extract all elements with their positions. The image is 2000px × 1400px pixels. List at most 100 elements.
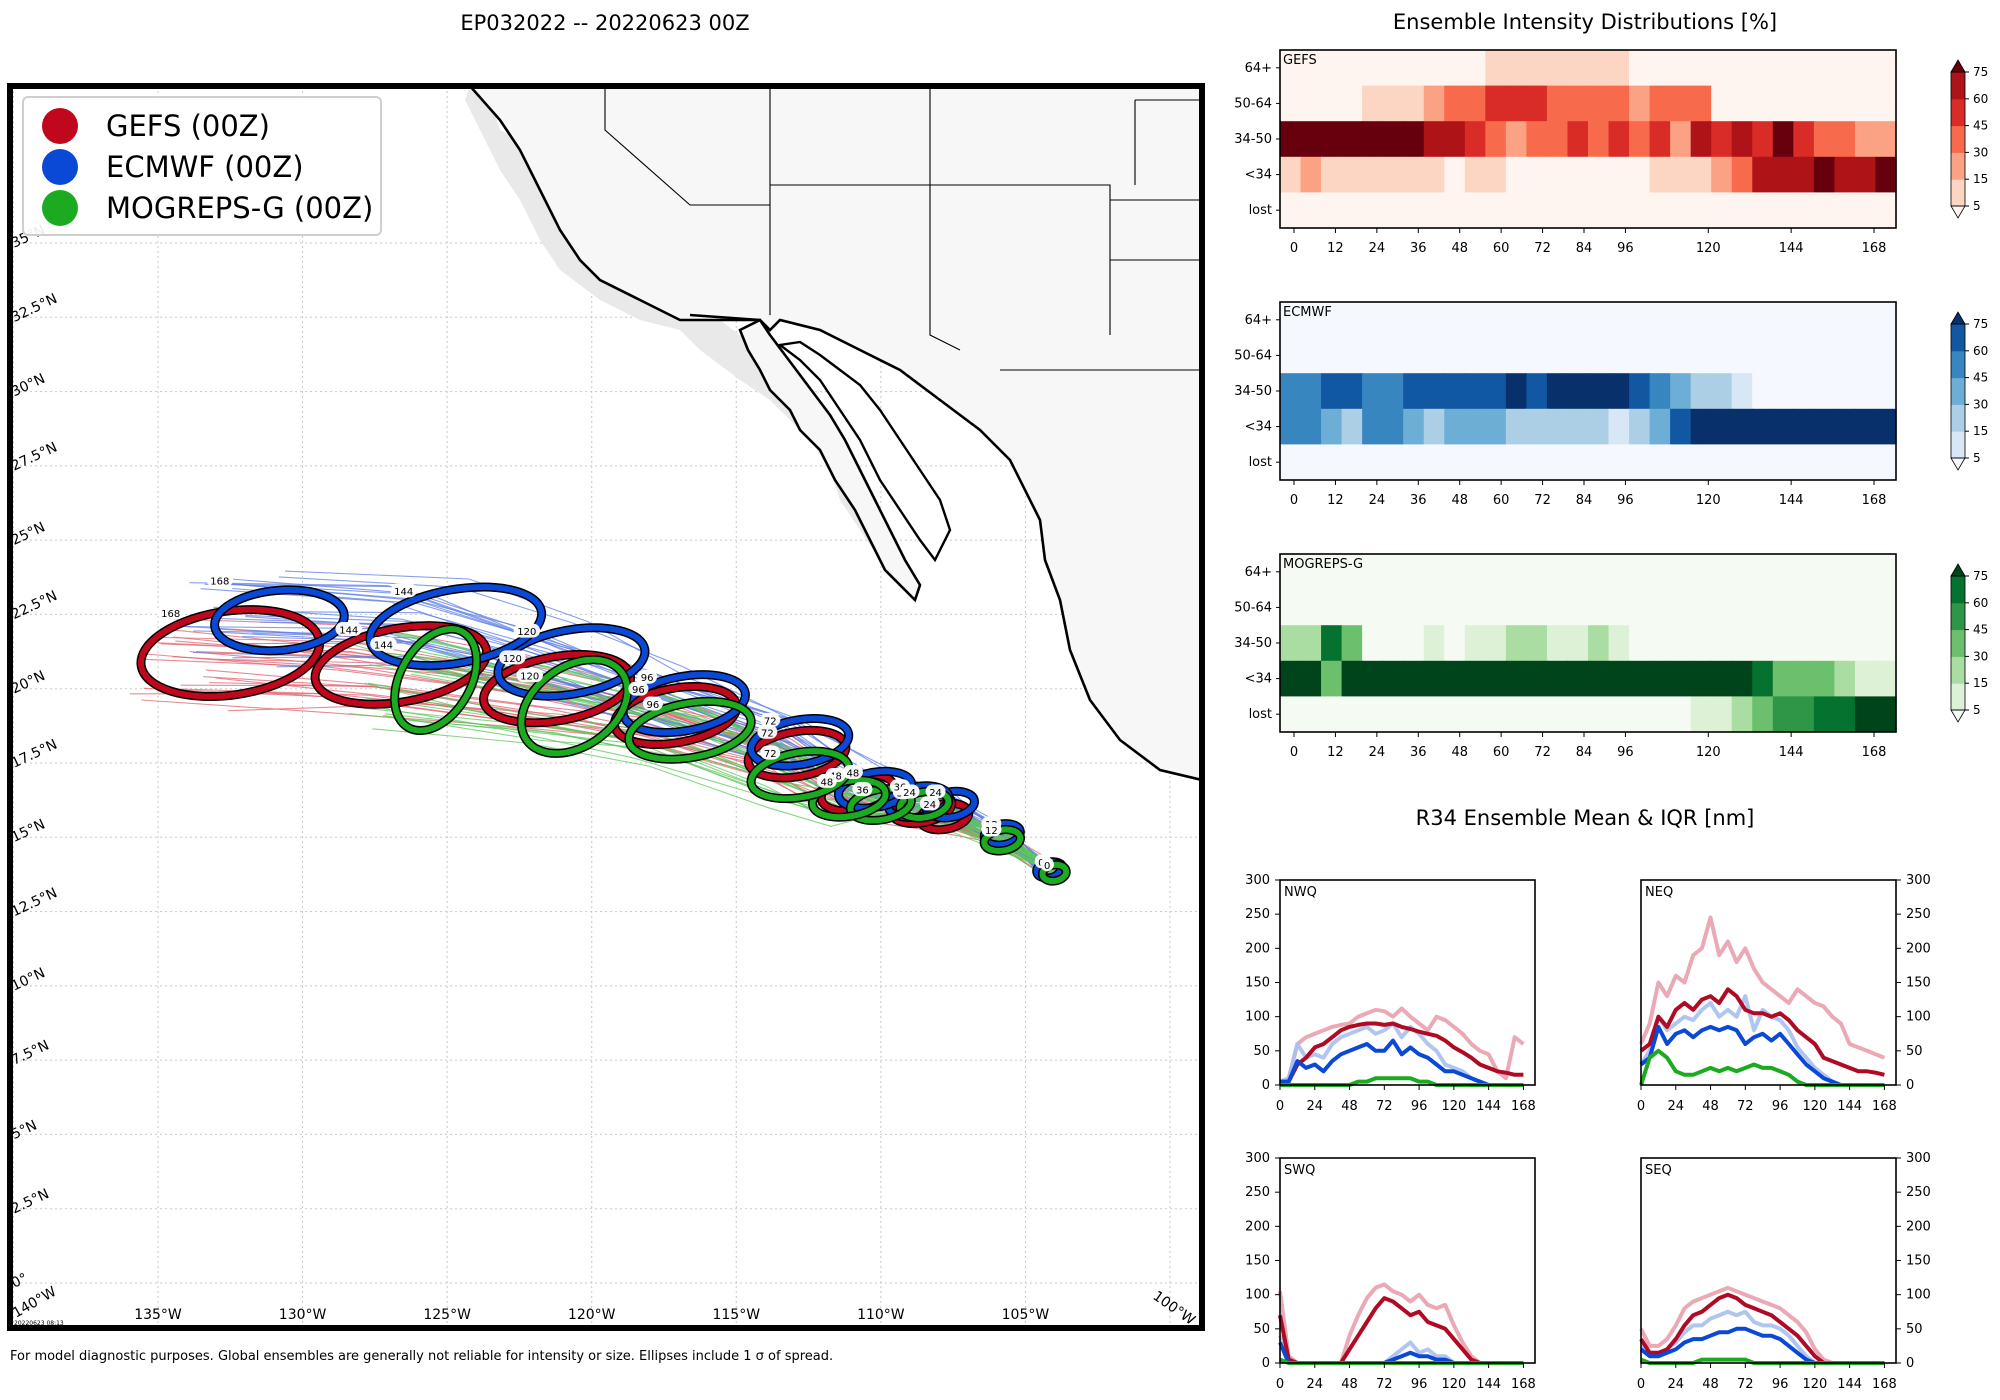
heatmap-cell <box>1341 373 1363 410</box>
heatmap-cell <box>1629 373 1651 410</box>
hour-label-bg <box>760 745 781 760</box>
gefs-marker-icon <box>42 108 78 144</box>
heatmap-cell <box>1711 408 1733 445</box>
intensity-heatmaps: 64+ 50-64 34-50 <34 lost GEFS 0 12 24 36 48 60 72 84 9… <box>1234 49 1988 760</box>
heatmap-cell <box>1834 121 1856 158</box>
r34-frame <box>1279 1157 1536 1364</box>
r34-title: R34 Ensemble Mean & IQR [nm] <box>1416 806 1755 830</box>
r34-line <box>1639 987 1885 1077</box>
r34-xtick-label: 96 <box>1411 1377 1428 1392</box>
heatmap-cell <box>1362 85 1384 122</box>
heatmap-cell <box>1690 660 1712 697</box>
heatmap-cell <box>1854 373 1877 410</box>
heatmap-cell <box>1854 50 1877 86</box>
heatmap-cell <box>1546 121 1569 158</box>
ellipse-ecmwf <box>211 586 348 654</box>
heatmap-cell <box>1834 50 1856 86</box>
heatmap-cell <box>1629 302 1651 338</box>
heatmap-cell <box>1280 625 1302 662</box>
heatmap-gefs: 64+ 50-64 34-50 <34 lost GEFS 0 12 24 36 48 60 72 84 9… <box>1234 49 1988 256</box>
r34-ytick-label: 0 <box>1262 1078 1270 1093</box>
legend-label: MOGREPS-G (00Z) <box>106 191 374 225</box>
heatmap-cell <box>1300 625 1322 662</box>
hour-label-bg <box>499 650 526 665</box>
r34-ytick-label: 50 <box>1253 1322 1270 1337</box>
heatmap-cell <box>1629 554 1651 590</box>
heatmap-cell <box>1670 408 1692 445</box>
heatmap-cell <box>1690 302 1712 338</box>
heatmap-cell <box>1793 50 1815 86</box>
heatmap-cell <box>1526 554 1548 590</box>
colorbar-tick-label: 30 <box>1973 397 1988 411</box>
heatmap-cell <box>1423 373 1445 410</box>
r34-ytick-label: 100 <box>1906 1010 1931 1025</box>
heatmap-cell <box>1711 589 1733 626</box>
heatmap-cell <box>1300 444 1322 481</box>
heatmap-cell <box>1485 625 1507 662</box>
r34-xtick-label: 168 <box>1872 1099 1897 1114</box>
heatmap-cell <box>1341 156 1363 193</box>
r34-xtick-label: 120 <box>1802 1377 1827 1392</box>
r34-ytick-label: 300 <box>1245 873 1270 888</box>
heatmap-cell <box>1854 337 1877 374</box>
heatmap-cell <box>1875 408 1897 445</box>
heatmap-cell <box>1280 337 1302 374</box>
heatmap-cell <box>1341 408 1363 445</box>
heatmap-cell <box>1546 408 1569 445</box>
heatmap-xtick-label: 120 <box>1696 493 1721 508</box>
colorbar-extend-max <box>1950 563 1966 577</box>
r34-xtick-label: 120 <box>1802 1099 1827 1114</box>
hour-label-bg <box>513 623 541 638</box>
heatmap-cell <box>1403 121 1425 158</box>
mogreps-marker-icon <box>42 190 78 226</box>
heatmap-cell <box>1752 696 1774 733</box>
heatmap-cell <box>1464 192 1486 229</box>
heatmap-cell <box>1649 408 1671 445</box>
heatmap-row-label: 34-50 <box>1234 132 1272 147</box>
heatmap-cell <box>1711 121 1733 158</box>
heatmap-cell <box>1300 408 1322 445</box>
lon-tick-label: 120°W <box>568 1307 616 1323</box>
heatmap-cell <box>1567 554 1589 590</box>
heatmap-cell <box>1649 554 1671 590</box>
heatmap-xtick-label: 48 <box>1451 241 1468 256</box>
forecast-hour-label: 36 <box>856 786 869 797</box>
colorbar: 5 15 30 45 60 75 <box>1950 311 1988 471</box>
heatmap-cell <box>1834 625 1856 662</box>
colorbar-extend-max <box>1950 59 1966 73</box>
r34-xtick-label: 168 <box>1511 1099 1536 1114</box>
heatmap-cell <box>1444 444 1466 481</box>
footer-note: For model diagnostic purposes. Global en… <box>10 1349 833 1364</box>
heatmap-cell <box>1526 696 1548 733</box>
heatmap-cell <box>1793 121 1815 158</box>
heatmap-cell <box>1588 589 1610 626</box>
heatmap-cell <box>1875 337 1897 374</box>
heatmap-cell <box>1752 625 1774 662</box>
heatmap-cell <box>1567 50 1589 86</box>
heatmap-cell <box>1321 192 1343 229</box>
heatmap-cell <box>1854 589 1877 626</box>
colorbar-segment <box>1951 377 1965 405</box>
heatmap-cell <box>1403 589 1425 626</box>
heatmap-row-label: 50-64 <box>1234 600 1272 615</box>
r34-ytick-label: 300 <box>1906 873 1931 888</box>
heatmap-cell <box>1321 589 1343 626</box>
heatmap-cell <box>1711 660 1733 697</box>
heatmap-cell <box>1834 85 1856 122</box>
heatmap-cell <box>1711 337 1733 374</box>
heatmap-cell <box>1280 192 1302 229</box>
colorbar-tick-label: 45 <box>1973 623 1988 637</box>
r34-xtick-label: 144 <box>1837 1099 1862 1114</box>
heatmap-cell <box>1690 625 1712 662</box>
heatmap-cell <box>1341 192 1363 229</box>
heatmap-cell <box>1567 337 1589 374</box>
heatmap-cell <box>1382 589 1404 626</box>
heatmap-cell <box>1444 408 1466 445</box>
r34-ytick-label: 50 <box>1253 1044 1270 1059</box>
colorbar-frame <box>1950 71 1966 207</box>
heatmap-cell <box>1711 696 1733 733</box>
heatmap-cell <box>1546 373 1569 410</box>
heatmap-cell <box>1608 408 1630 445</box>
heatmap-cell <box>1834 192 1856 229</box>
heatmap-row-label: lost <box>1249 203 1272 218</box>
